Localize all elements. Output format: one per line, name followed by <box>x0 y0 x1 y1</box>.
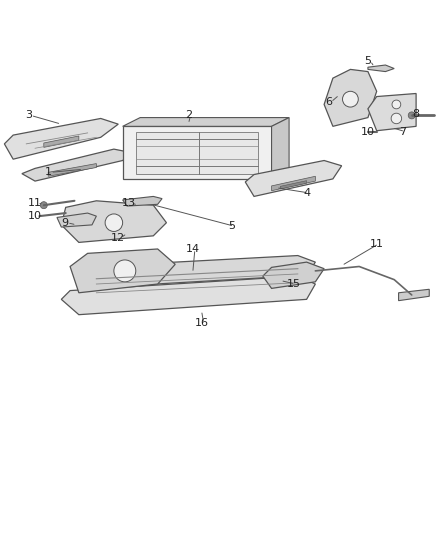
Circle shape <box>343 91 358 107</box>
Polygon shape <box>272 176 315 191</box>
Polygon shape <box>280 181 307 189</box>
Polygon shape <box>57 213 96 227</box>
Text: 11: 11 <box>28 198 42 208</box>
Polygon shape <box>44 136 79 147</box>
Text: 9: 9 <box>61 217 68 228</box>
Polygon shape <box>48 164 96 176</box>
Circle shape <box>105 214 123 231</box>
Text: 16: 16 <box>194 318 208 328</box>
Polygon shape <box>368 65 394 71</box>
Circle shape <box>392 100 401 109</box>
Text: 13: 13 <box>122 198 136 208</box>
Polygon shape <box>61 276 315 314</box>
Text: 3: 3 <box>25 110 32 120</box>
Text: 10: 10 <box>28 211 42 221</box>
Text: 4: 4 <box>303 188 310 198</box>
Text: 6: 6 <box>325 97 332 107</box>
Polygon shape <box>61 201 166 243</box>
Circle shape <box>408 112 415 119</box>
Text: 5: 5 <box>229 221 236 231</box>
Text: 7: 7 <box>399 127 406 136</box>
Text: 11: 11 <box>370 239 384 249</box>
Text: 14: 14 <box>186 244 200 254</box>
Circle shape <box>114 260 136 282</box>
Polygon shape <box>324 69 377 126</box>
Text: 10: 10 <box>361 127 375 136</box>
Polygon shape <box>123 197 162 206</box>
Polygon shape <box>245 160 342 197</box>
Polygon shape <box>272 118 289 179</box>
Polygon shape <box>136 132 258 174</box>
Polygon shape <box>263 262 324 288</box>
Polygon shape <box>399 289 429 301</box>
Text: 1: 1 <box>45 167 52 177</box>
Polygon shape <box>101 255 315 286</box>
Text: 5: 5 <box>364 55 371 66</box>
Polygon shape <box>123 126 272 179</box>
Circle shape <box>391 113 402 124</box>
Text: 2: 2 <box>185 110 192 120</box>
Polygon shape <box>368 93 416 131</box>
Circle shape <box>40 201 47 209</box>
Polygon shape <box>123 118 289 126</box>
Text: 12: 12 <box>111 233 125 243</box>
Polygon shape <box>22 149 131 181</box>
Text: 15: 15 <box>286 279 300 289</box>
Text: 8: 8 <box>413 109 420 119</box>
Polygon shape <box>4 118 118 159</box>
Polygon shape <box>70 249 175 293</box>
